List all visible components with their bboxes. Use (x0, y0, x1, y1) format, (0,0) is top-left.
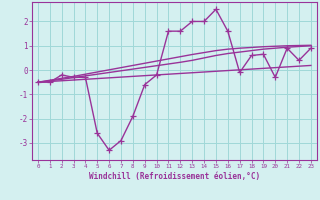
X-axis label: Windchill (Refroidissement éolien,°C): Windchill (Refroidissement éolien,°C) (89, 172, 260, 181)
